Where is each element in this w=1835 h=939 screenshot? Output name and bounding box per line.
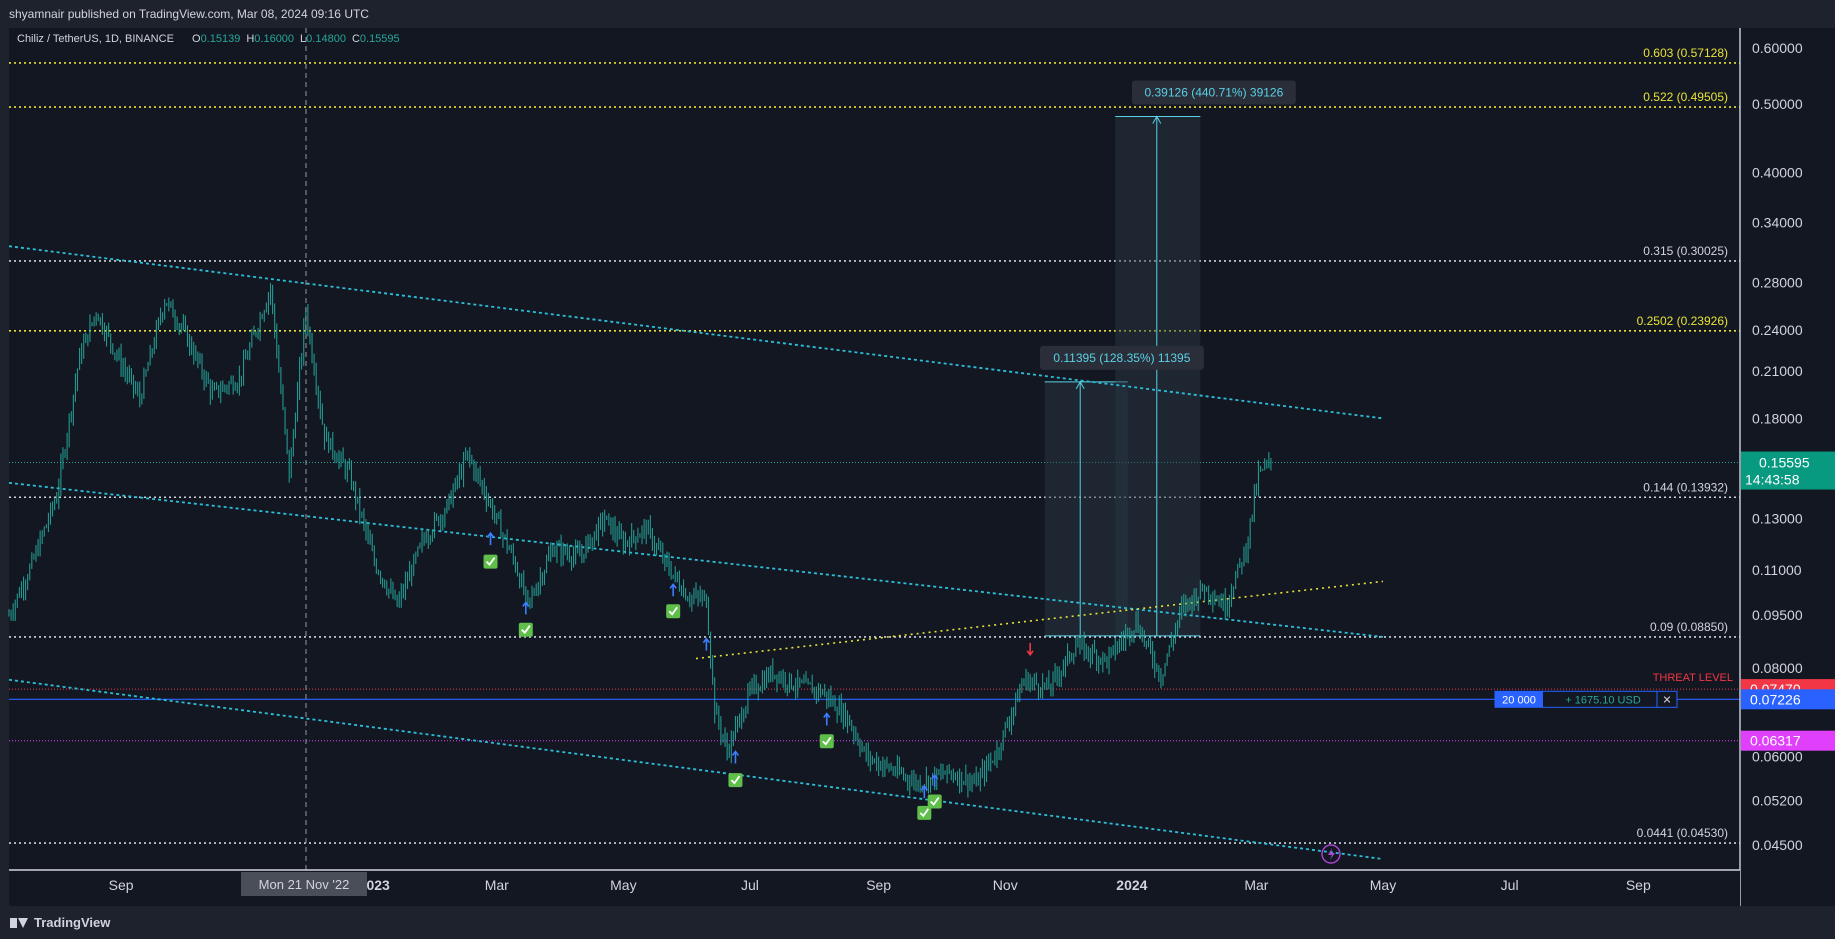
buy-arrow-icon bbox=[669, 582, 677, 597]
fib-level-label: 0.144 (0.13932) bbox=[1643, 480, 1728, 494]
time-tick-label: Sep bbox=[1626, 877, 1651, 893]
time-tick-label: Sep bbox=[109, 877, 134, 893]
position-qty-box bbox=[1495, 691, 1543, 708]
checkmark-tick bbox=[919, 808, 930, 818]
fib-level-label: 0.0441 (0.04530) bbox=[1637, 826, 1728, 840]
position-close-button[interactable]: ✕ bbox=[1662, 694, 1671, 706]
tradingview-logo-icon bbox=[10, 916, 30, 930]
fib-level-label: 0.09 (0.08850) bbox=[1650, 620, 1728, 634]
price-tick-label: 0.34000 bbox=[1752, 215, 1803, 231]
price-tick-label: 0.24000 bbox=[1752, 322, 1803, 338]
time-tick-label: Jul bbox=[1501, 877, 1519, 893]
fib-level-label: 0.315 (0.30025) bbox=[1643, 244, 1728, 258]
rising-support-trendline bbox=[695, 580, 1384, 660]
left-border bbox=[0, 28, 9, 906]
measure-label-box bbox=[1040, 345, 1204, 370]
checkmark-tick bbox=[521, 625, 531, 635]
position-pnl: + 1675.10 USD bbox=[1565, 694, 1641, 706]
channel-upper-trendline bbox=[8, 245, 1384, 420]
price-tick-label: 0.06000 bbox=[1752, 749, 1803, 765]
magenta-price-badge-box bbox=[1741, 730, 1835, 751]
checkmark-icon bbox=[819, 734, 834, 749]
checkmark-tick bbox=[822, 736, 832, 746]
fib-level-label: 0.522 (0.49505) bbox=[1643, 90, 1728, 104]
channel-middle-trendline bbox=[8, 481, 1384, 638]
time-tick-label: Mar bbox=[1244, 877, 1268, 893]
price-tick-label: 0.50000 bbox=[1752, 96, 1803, 112]
price-tick-label: 0.11000 bbox=[1752, 562, 1802, 578]
price-tick-label: 0.28000 bbox=[1752, 274, 1803, 290]
buy-arrow-icon bbox=[920, 784, 928, 799]
price-chart[interactable]: 0.603 (0.57128) 0.522 (0.49505) 0.315 (0.3… bbox=[0, 28, 1835, 906]
magenta-price-badge: 0.06317 bbox=[1750, 733, 1801, 749]
time-tick-label: 2024 bbox=[1116, 877, 1147, 893]
price-tick-label: 0.05200 bbox=[1752, 793, 1803, 809]
checkmark-tick bbox=[730, 775, 741, 785]
crosshair-date-box bbox=[241, 872, 367, 896]
publisher-text: shyamnair published on TradingView.com, … bbox=[9, 7, 369, 21]
threat-level-label: THREAT LEVEL bbox=[1653, 672, 1733, 684]
current-price-box bbox=[1741, 451, 1835, 490]
position-qty: 20 000 bbox=[1502, 694, 1536, 706]
buy-arrow-icon bbox=[731, 750, 740, 764]
price-tick-label: 0.09500 bbox=[1752, 607, 1803, 623]
price-tick-label: 0.60000 bbox=[1752, 40, 1803, 56]
countdown-timer: 14:43:58 bbox=[1745, 472, 1800, 488]
time-tick-label: Sep bbox=[866, 877, 891, 893]
entry-price-badge: 0.07226 bbox=[1750, 691, 1801, 707]
lightning-icon bbox=[1321, 844, 1341, 864]
ohlc-legend: O0.15139 H0.16000 L0.14800 C0.15595 bbox=[192, 33, 400, 45]
checkmark-icon bbox=[728, 773, 743, 788]
time-tick-label: Nov bbox=[993, 877, 1018, 893]
checkmark-tick bbox=[930, 797, 940, 806]
symbol-title: Chiliz / TetherUS, 1D, BINANCE bbox=[17, 33, 174, 45]
checkmark-tick bbox=[485, 557, 496, 567]
buy-arrow-icon bbox=[522, 601, 530, 615]
measure-arrow-head bbox=[1152, 115, 1162, 124]
checkmark-tick bbox=[668, 606, 678, 616]
measure-box bbox=[1115, 116, 1201, 636]
entry-price-badge-box bbox=[1741, 689, 1835, 710]
time-tick-label: Jul bbox=[741, 877, 759, 893]
channel-lower-trendline bbox=[8, 678, 1384, 860]
buy-arrow-icon bbox=[823, 712, 831, 726]
buy-arrow-icon bbox=[931, 773, 939, 788]
measure-box bbox=[1044, 381, 1128, 636]
fib-level-label: 0.603 (0.57128) bbox=[1643, 46, 1728, 60]
time-tick-label: May bbox=[1370, 877, 1396, 893]
price-tick-label: 0.08000 bbox=[1752, 660, 1803, 676]
price-tick-label: 0.40000 bbox=[1752, 165, 1803, 181]
fib-level-label: 0.2502 (0.23926) bbox=[1637, 314, 1728, 328]
price-tick-label: 0.21000 bbox=[1752, 363, 1803, 379]
price-tick-label: 0.18000 bbox=[1752, 410, 1803, 426]
price-tick-label: 0.13000 bbox=[1752, 511, 1803, 527]
measure-label: 0.39126 (440.71%) 39126 bbox=[1145, 86, 1284, 100]
buy-arrow-icon bbox=[486, 531, 495, 546]
price-tick-label: 0.04500 bbox=[1752, 837, 1803, 853]
checkmark-icon bbox=[483, 554, 498, 569]
plot-background bbox=[0, 28, 1835, 906]
crosshair-date-label: Mon 21 Nov '22 bbox=[259, 877, 350, 892]
measure-label: 0.11395 (128.35%) 11395 bbox=[1053, 351, 1190, 365]
current-price-value: 0.15595 bbox=[1759, 455, 1810, 471]
measure-arrow-head bbox=[1075, 380, 1085, 390]
time-tick-label: Mar bbox=[485, 877, 509, 893]
measure-label-box bbox=[1132, 80, 1296, 105]
publisher-bar: shyamnair published on TradingView.com, … bbox=[0, 0, 1835, 28]
sell-arrow-icon bbox=[1026, 642, 1034, 657]
buy-arrow-icon bbox=[702, 637, 711, 651]
footer-bar: TradingView bbox=[0, 906, 1835, 939]
lightning-bolt bbox=[1328, 848, 1335, 860]
checkmark-icon bbox=[927, 794, 942, 809]
checkmark-icon bbox=[666, 604, 681, 619]
checkmark-icon bbox=[518, 622, 533, 637]
time-tick-label: May bbox=[610, 877, 636, 893]
footer-brand: TradingView bbox=[34, 915, 111, 930]
